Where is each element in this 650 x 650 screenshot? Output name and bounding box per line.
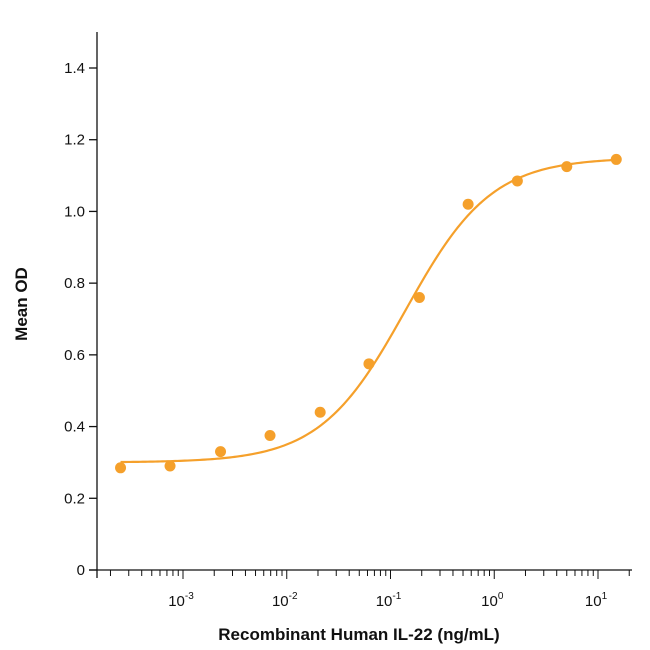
data-point	[164, 460, 176, 472]
y-tick-label: 1.2	[64, 132, 85, 149]
data-point	[511, 175, 523, 187]
y-tick-label: 0	[77, 562, 85, 579]
data-point	[413, 291, 425, 303]
data-point	[314, 406, 326, 418]
data-point	[264, 430, 276, 442]
data-point	[462, 198, 474, 210]
x-axis: 10-3 10-2 10-1 100 101	[89, 569, 632, 610]
x-tick-label: 10-2	[272, 591, 298, 610]
y-axis-label: Mean OD	[12, 267, 31, 341]
x-tick-label: 10-1	[376, 591, 402, 610]
y-tick-label: 0.8	[64, 275, 85, 292]
plot-area	[115, 153, 622, 474]
data-point	[610, 153, 622, 165]
y-tick-label: 0.6	[64, 347, 85, 364]
y-tick-label: 0.4	[64, 419, 85, 436]
fit-curve	[120, 158, 617, 464]
x-tick-label: 100	[481, 591, 504, 610]
x-axis-label: Recombinant Human IL-22 (ng/mL)	[218, 625, 499, 644]
x-tick-label: 101	[585, 591, 608, 610]
y-axis: 0 0.2 0.4 0.6 0.8 1.0 1.2 1.4	[64, 32, 98, 579]
data-point	[215, 446, 227, 458]
y-tick-label: 0.2	[64, 490, 85, 507]
data-point	[363, 358, 375, 370]
data-point	[561, 161, 573, 173]
data-point	[115, 462, 127, 474]
x-tick-label: 10-3	[168, 591, 194, 610]
y-tick-label: 1.4	[64, 60, 85, 77]
y-tick-label: 1.0	[64, 203, 85, 220]
